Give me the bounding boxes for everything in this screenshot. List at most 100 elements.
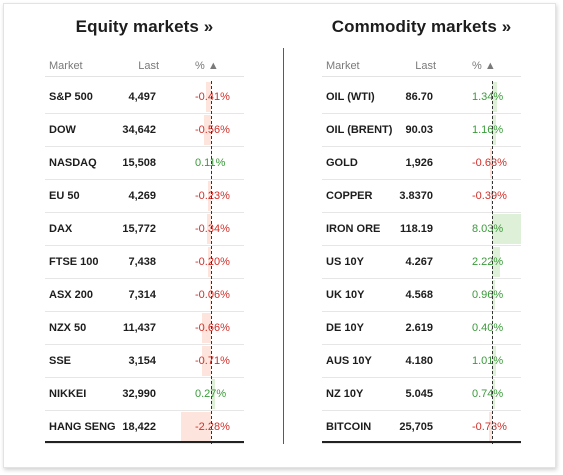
market-name: NZ 10Y — [326, 388, 364, 400]
last-value: 18,422 — [122, 421, 156, 433]
market-name: DE 10Y — [326, 322, 364, 334]
commodity-header-market: Market — [326, 60, 360, 72]
table-row[interactable]: NZX 50 11,437 -0.66% — [45, 312, 244, 345]
change-bar — [203, 115, 211, 145]
markets-card: Equity markets » Market Last % ▲ S&P 500… — [3, 3, 556, 468]
table-row[interactable]: SSE 3,154 -0.71% — [45, 345, 244, 378]
last-value: 3.8370 — [399, 190, 433, 202]
market-name: OIL (WTI) — [326, 91, 375, 103]
percent-change: 2.22% — [472, 256, 504, 268]
last-value: 1,926 — [405, 157, 433, 169]
last-value: 7,314 — [128, 289, 156, 301]
change-bar — [211, 379, 215, 409]
change-bar — [205, 82, 211, 112]
table-row[interactable]: DAX 15,772 -0.34% — [45, 213, 244, 246]
table-row[interactable]: OIL (WTI) 86.70 1.34% — [322, 81, 521, 114]
last-value: 4.568 — [405, 289, 433, 301]
table-row[interactable]: UK 10Y 4.568 0.96% — [322, 279, 521, 312]
percent-change: -0.71% — [195, 355, 230, 367]
percent-change: -0.56% — [195, 124, 230, 136]
equity-header-pct-sort[interactable]: % ▲ — [195, 60, 219, 72]
percent-change: -0.23% — [195, 190, 230, 202]
table-row[interactable]: US 10Y 4.267 2.22% — [322, 246, 521, 279]
market-name: AUS 10Y — [326, 355, 372, 367]
table-row[interactable]: BITCOIN 25,705 -0.73% — [322, 411, 521, 444]
percent-change: 0.74% — [472, 388, 504, 400]
change-bar — [201, 346, 211, 376]
market-name: OIL (BRENT) — [326, 124, 393, 136]
commodity-header-pct-sort[interactable]: % ▲ — [472, 60, 496, 72]
table-row[interactable]: DOW 34,642 -0.56% — [45, 114, 244, 147]
equity-markets-link[interactable]: Equity markets » — [75, 17, 214, 36]
table-row[interactable]: AUS 10Y 4.180 1.01% — [322, 345, 521, 378]
change-bar — [492, 115, 497, 145]
zero-reference-line — [492, 81, 493, 444]
market-name: ASX 200 — [49, 289, 94, 301]
percent-change: 0.40% — [472, 322, 504, 334]
table-row[interactable]: FTSE 100 7,438 -0.20% — [45, 246, 244, 279]
table-row[interactable]: OIL (BRENT) 90.03 1.16% — [322, 114, 521, 147]
percent-change: -0.41% — [195, 91, 230, 103]
table-row[interactable]: EU 50 4,269 -0.23% — [45, 180, 244, 213]
market-name: SSE — [49, 355, 72, 367]
market-name: GOLD — [326, 157, 358, 169]
percent-change: 8.03% — [472, 223, 504, 235]
change-bar — [492, 280, 496, 310]
last-value: 3,154 — [128, 355, 156, 367]
last-value: 118.19 — [399, 223, 433, 235]
percent-change: 0.96% — [472, 289, 504, 301]
table-row[interactable]: S&P 500 4,497 -0.41% — [45, 81, 244, 114]
table-row[interactable]: NZ 10Y 5.045 0.74% — [322, 378, 521, 411]
percent-change: 0.11% — [195, 157, 226, 169]
table-row[interactable]: HANG SENG 18,422 -2.28% — [45, 411, 244, 444]
percent-change: -0.06% — [195, 289, 230, 301]
change-bar — [208, 181, 211, 211]
zero-reference-line — [211, 81, 212, 444]
market-name: FTSE 100 — [49, 256, 99, 268]
change-bar — [208, 247, 211, 277]
market-name: DAX — [49, 223, 73, 235]
percent-change: -0.73% — [472, 421, 507, 433]
market-name: EU 50 — [49, 190, 80, 202]
market-name: IRON ORE — [326, 223, 381, 235]
market-name: S&P 500 — [49, 91, 93, 103]
table-row[interactable]: COPPER 3.8370 -0.39% — [322, 180, 521, 213]
percent-change: -0.34% — [195, 223, 230, 235]
percent-change: -0.39% — [472, 190, 507, 202]
commodity-markets-link[interactable]: Commodity markets » — [331, 17, 512, 36]
percent-change: 1.16% — [472, 124, 504, 136]
change-bar — [490, 181, 492, 211]
market-name: NIKKEI — [49, 388, 87, 400]
equity-table-bottom-rule — [45, 441, 244, 443]
market-name: NZX 50 — [49, 322, 87, 334]
change-bar — [181, 412, 211, 442]
last-value: 86.70 — [405, 91, 433, 103]
change-bar — [206, 214, 211, 244]
change-bar — [492, 82, 497, 112]
table-row[interactable]: ASX 200 7,314 -0.06% — [45, 279, 244, 312]
market-name: DOW — [49, 124, 76, 136]
change-bar — [492, 247, 500, 277]
market-name: HANG SENG — [49, 421, 116, 433]
percent-change: -2.28% — [195, 421, 230, 433]
table-row[interactable]: NIKKEI 32,990 0.27% — [45, 378, 244, 411]
last-value: 15,508 — [122, 157, 156, 169]
last-value: 4,269 — [128, 190, 156, 202]
table-row[interactable]: GOLD 1,926 -0.63% — [322, 147, 521, 180]
panel-divider — [283, 48, 284, 444]
last-value: 32,990 — [122, 388, 156, 400]
table-row[interactable]: IRON ORE 118.19 8.03% — [322, 213, 521, 246]
percent-change: -0.66% — [195, 322, 230, 334]
market-name: COPPER — [326, 190, 373, 202]
table-row[interactable]: NASDAQ 15,508 0.11% — [45, 147, 244, 180]
last-value: 4.267 — [405, 256, 433, 268]
percent-change: -0.20% — [195, 256, 230, 268]
last-value: 2.619 — [405, 322, 433, 334]
market-name: BITCOIN — [326, 421, 372, 433]
change-bar — [489, 412, 492, 442]
market-name: NASDAQ — [49, 157, 97, 169]
market-name: US 10Y — [326, 256, 364, 268]
commodity-rows: OIL (WTI) 86.70 1.34% OIL (BRENT) 90.03 1.16%… — [322, 81, 521, 444]
commodity-table-bottom-rule — [322, 441, 521, 443]
last-value: 15,772 — [122, 223, 156, 235]
